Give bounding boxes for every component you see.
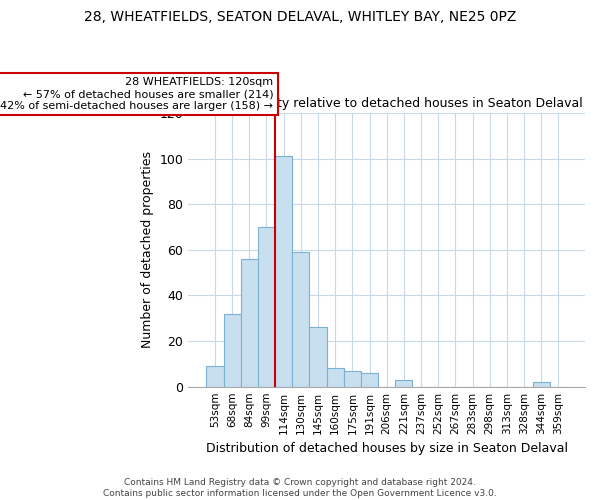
- Bar: [224, 314, 241, 386]
- Text: Contains HM Land Registry data © Crown copyright and database right 2024.
Contai: Contains HM Land Registry data © Crown c…: [103, 478, 497, 498]
- Bar: [258, 227, 275, 386]
- Bar: [275, 156, 292, 386]
- Bar: [241, 259, 258, 386]
- X-axis label: Distribution of detached houses by size in Seaton Delaval: Distribution of detached houses by size …: [206, 442, 568, 455]
- Bar: [533, 382, 550, 386]
- Text: 28, WHEATFIELDS, SEATON DELAVAL, WHITLEY BAY, NE25 0PZ: 28, WHEATFIELDS, SEATON DELAVAL, WHITLEY…: [84, 10, 516, 24]
- Text: 28 WHEATFIELDS: 120sqm
← 57% of detached houses are smaller (214)
42% of semi-de: 28 WHEATFIELDS: 120sqm ← 57% of detached…: [1, 78, 274, 110]
- Bar: [292, 252, 310, 386]
- Bar: [326, 368, 344, 386]
- Y-axis label: Number of detached properties: Number of detached properties: [141, 152, 154, 348]
- Bar: [361, 373, 378, 386]
- Bar: [310, 328, 326, 386]
- Bar: [344, 370, 361, 386]
- Title: Size of property relative to detached houses in Seaton Delaval: Size of property relative to detached ho…: [190, 98, 583, 110]
- Bar: [395, 380, 412, 386]
- Bar: [206, 366, 224, 386]
